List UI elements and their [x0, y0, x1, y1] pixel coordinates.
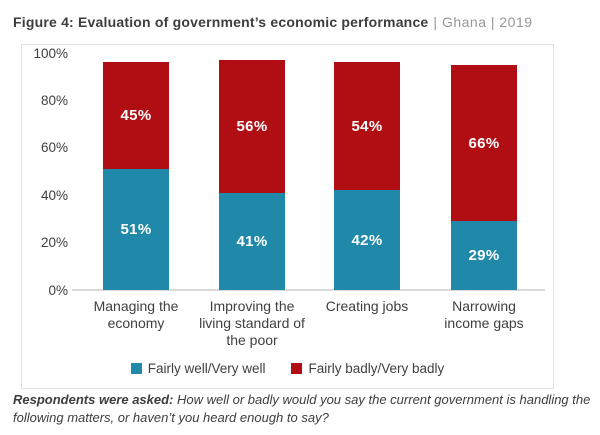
legend: Fairly well/Very well Fairly badly/Very b… — [22, 359, 553, 377]
category-label: Managing the economy — [93, 298, 179, 331]
bar-value-label: 66% — [468, 134, 500, 152]
legend-label: Fairly well/Very well — [147, 360, 266, 376]
x-axis-line — [72, 289, 545, 291]
plot-area: 100% 80% 60% 40% 20% 0% 51% 45% 41% 56% 42% 54% 29%… — [22, 45, 553, 298]
legend-item: Fairly badly/Very badly — [291, 361, 444, 376]
bar-value-label: 54% — [351, 117, 383, 135]
bar-value-label: 51% — [120, 221, 152, 238]
category-label: Narrowing income gaps — [444, 298, 524, 331]
y-tick-label: 40% — [40, 187, 68, 203]
bar-segment-well: 29% — [451, 221, 517, 290]
footnote-lead: Respondents were asked: — [13, 392, 174, 407]
bar-value-label: 29% — [468, 247, 500, 264]
bar-value-label: 42% — [351, 231, 383, 249]
stacked-bar: 51% 45% — [103, 62, 169, 290]
legend-swatch — [291, 362, 303, 374]
bar-segment-badly: 66% — [451, 65, 517, 221]
stacked-bar: 42% 54% — [334, 62, 400, 290]
bar-segment-badly: 54% — [334, 62, 400, 190]
bar-value-label: 56% — [236, 118, 268, 135]
y-tick-label: 80% — [40, 92, 68, 108]
legend-label: Fairly badly/Very badly — [308, 360, 445, 376]
stacked-bar: 29% 66% — [451, 65, 517, 290]
legend-item: Fairly well/Very well — [130, 360, 266, 376]
stacked-bar: 41% 56% — [219, 60, 285, 290]
y-tick-label: 20% — [40, 235, 68, 251]
legend-swatch — [130, 362, 142, 374]
y-tick-label: 60% — [40, 140, 68, 156]
y-tick-label: 0% — [48, 282, 68, 298]
category-label: Improving the living standard of the poo… — [199, 298, 305, 348]
bar-segment-badly: 45% — [103, 62, 169, 169]
footnote-text: How well or badly would you say the curr… — [13, 392, 591, 425]
bar-segment-badly: 56% — [219, 60, 285, 193]
figure-title: Figure 4: Evaluation of government’s eco… — [13, 14, 591, 30]
bar-segment-well: 41% — [219, 193, 285, 290]
figure-title-suffix: | Ghana | 2019 — [433, 14, 533, 30]
bar-value-label: 45% — [120, 107, 152, 124]
category-label: Creating jobs — [325, 298, 409, 314]
bar-segment-well: 51% — [103, 169, 169, 290]
bar-value-label: 41% — [236, 233, 268, 250]
y-tick-label: 100% — [33, 45, 68, 61]
bar-segment-well: 42% — [334, 190, 400, 290]
figure-title-main: Figure 4: Evaluation of government’s eco… — [13, 14, 429, 30]
chart-area: 100% 80% 60% 40% 20% 0% 51% 45% 41% 56% 42% 54% 29%… — [21, 44, 554, 389]
footnote: Respondents were asked: How well or badl… — [13, 391, 595, 426]
